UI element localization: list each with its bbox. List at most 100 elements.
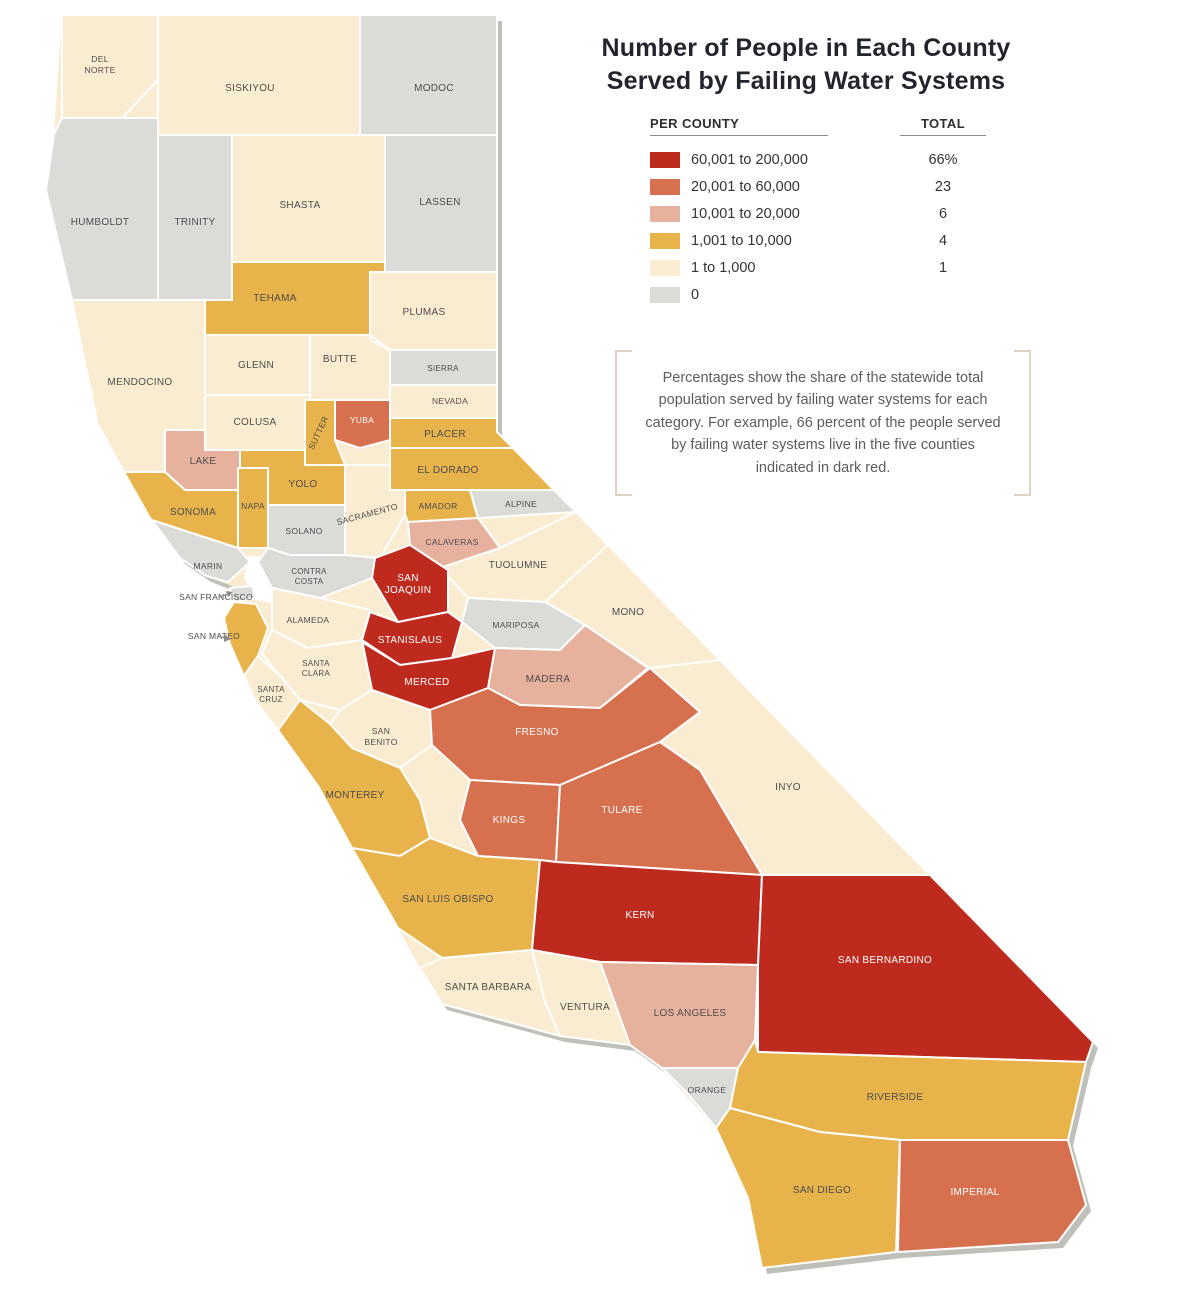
note-box: Percentages show the share of the statew… xyxy=(615,350,1031,497)
county-label-calaveras: CALAVERAS xyxy=(425,537,478,547)
county-san-francisco xyxy=(229,585,257,603)
county-shasta xyxy=(231,134,386,263)
county-label-butte: BUTTE xyxy=(323,354,357,365)
county-label-imperial: IMPERIAL xyxy=(950,1187,999,1198)
county-monterey xyxy=(277,699,431,857)
county-label-fresno: FRESNO xyxy=(515,727,558,738)
county-label-san-benito-2: BENITO xyxy=(364,737,397,747)
legend-label: 10,001 to 20,000 xyxy=(691,205,800,222)
legend-label: 0 xyxy=(691,286,700,303)
county-label-santa-clara-1: SANTA xyxy=(302,659,330,668)
county-san-bernardino xyxy=(757,874,1094,1063)
county-modoc xyxy=(359,14,498,136)
county-label-san-joaquin-1: SAN xyxy=(397,573,418,584)
county-marin xyxy=(151,519,251,583)
county-label-del-norte-2: NORTE xyxy=(84,65,115,75)
county-label-glenn: GLENN xyxy=(238,360,274,371)
county-label-humboldt: HUMBOLDT xyxy=(71,217,130,228)
legend-label: 60,001 to 200,000 xyxy=(691,151,808,168)
county-label-nevada: NEVADA xyxy=(432,396,468,406)
county-label-san-bernardino: SAN BERNARDINO xyxy=(838,955,932,966)
county-label-ventura: VENTURA xyxy=(560,1002,610,1013)
county-humboldt xyxy=(45,117,159,301)
county-label-yolo: YOLO xyxy=(289,479,318,490)
callout-arrowhead-san-mateo xyxy=(224,634,231,642)
county-label-riverside: RIVERSIDE xyxy=(867,1092,924,1103)
county-label-napa: NAPA xyxy=(241,501,265,511)
county-label-colusa: COLUSA xyxy=(234,417,277,428)
county-label-sierra: SIERRA xyxy=(427,364,459,373)
county-label-merced: MERCED xyxy=(404,677,449,688)
legend-row: 1,001 to 10,000 4 xyxy=(650,227,986,254)
county-label-contra-costa-2: COSTA xyxy=(295,577,324,586)
legend-row: 20,001 to 60,000 23 xyxy=(650,173,986,200)
county-label-alameda: ALAMEDA xyxy=(287,615,330,625)
legend-row: 0 xyxy=(650,281,986,308)
county-label-mono: MONO xyxy=(612,607,644,618)
legend-swatch-0 xyxy=(650,286,680,303)
legend: PER COUNTY TOTAL 60,001 to 200,000 66% 2… xyxy=(650,116,986,308)
legend-column-total: TOTAL xyxy=(900,116,986,136)
legend-total: 1 xyxy=(938,259,948,276)
county-label-del-norte-1: DEL xyxy=(91,54,108,64)
county-ventura xyxy=(531,949,631,1046)
county-label-santa-clara-2: CLARA xyxy=(302,669,331,678)
legend-label: 1,001 to 10,000 xyxy=(691,232,792,249)
county-label-inyo: INYO xyxy=(775,782,801,793)
county-label-mendocino: MENDOCINO xyxy=(108,377,173,388)
legend-total: 66% xyxy=(928,151,958,168)
legend-total: 4 xyxy=(938,232,948,249)
county-imperial xyxy=(897,1139,1087,1253)
county-siskiyou xyxy=(157,14,361,136)
county-tulare xyxy=(555,741,763,876)
callout-label-san-francisco: SAN FRANCISCO xyxy=(179,592,253,602)
legend-column-per-county: PER COUNTY xyxy=(650,116,828,136)
county-label-sonoma: SONOMA xyxy=(170,507,216,518)
county-label-plumas: PLUMAS xyxy=(403,307,446,318)
legend-label: 1 to 1,000 xyxy=(691,259,756,276)
callouts: SAN FRANCISCO SAN MATEO xyxy=(179,591,253,642)
county-label-placer: PLACER xyxy=(424,429,466,440)
legend-swatch-10001-20000 xyxy=(650,205,680,222)
county-label-lake: LAKE xyxy=(190,456,217,467)
county-label-tulare: TULARE xyxy=(601,805,642,816)
legend-header: PER COUNTY TOTAL xyxy=(650,116,986,136)
county-placer xyxy=(389,417,514,449)
county-label-contra-costa-1: CONTRA xyxy=(291,567,327,576)
legend-label: 20,001 to 60,000 xyxy=(691,178,800,195)
county-label-stanislaus: STANISLAUS xyxy=(378,635,443,646)
county-label-santa-cruz-2: CRUZ xyxy=(259,695,282,704)
title-line-2: Served by Failing Water Systems xyxy=(606,66,1006,95)
county-label-amador: AMADOR xyxy=(418,501,457,511)
county-label-solano: SOLANO xyxy=(285,526,322,536)
legend-swatch-20001-60000 xyxy=(650,178,680,195)
legend-swatch-1-1000 xyxy=(650,259,680,276)
county-label-san-diego: SAN DIEGO xyxy=(793,1185,851,1196)
county-label-san-benito-1: SAN xyxy=(372,726,390,736)
callout-arrow-san-francisco xyxy=(218,593,229,598)
county-label-monterey: MONTEREY xyxy=(325,790,384,801)
note-text: Percentages show the share of the statew… xyxy=(645,370,1001,476)
legend-row: 60,001 to 200,000 66% xyxy=(650,146,986,173)
county-label-tehama: TEHAMA xyxy=(253,293,296,304)
county-butte xyxy=(309,334,391,401)
county-label-santa-barbara: SANTA BARBARA xyxy=(445,982,532,993)
county-label-yuba: YUBA xyxy=(350,415,374,425)
legend-swatch-1001-10000 xyxy=(650,232,680,249)
callout-arrowhead-san-francisco xyxy=(226,591,233,597)
county-label-san-luis-obispo: SAN LUIS OBISPO xyxy=(402,894,493,905)
county-label-kings: KINGS xyxy=(493,815,526,826)
county-label-el-dorado: EL DORADO xyxy=(417,465,478,476)
county-label-trinity: TRINITY xyxy=(175,217,216,228)
county-label-modoc: MODOC xyxy=(414,83,454,94)
county-shapes xyxy=(45,14,1094,1269)
county-label-madera: MADERA xyxy=(526,674,571,685)
legend-row: 10,001 to 20,000 6 xyxy=(650,200,986,227)
page-title: Number of People in Each County Served b… xyxy=(600,32,1012,97)
county-label-marin: MARIN xyxy=(194,561,223,571)
legend-swatch-60001-200000 xyxy=(650,151,680,168)
county-label-alpine: ALPINE xyxy=(505,499,537,509)
county-label-santa-cruz-1: SANTA xyxy=(257,685,285,694)
